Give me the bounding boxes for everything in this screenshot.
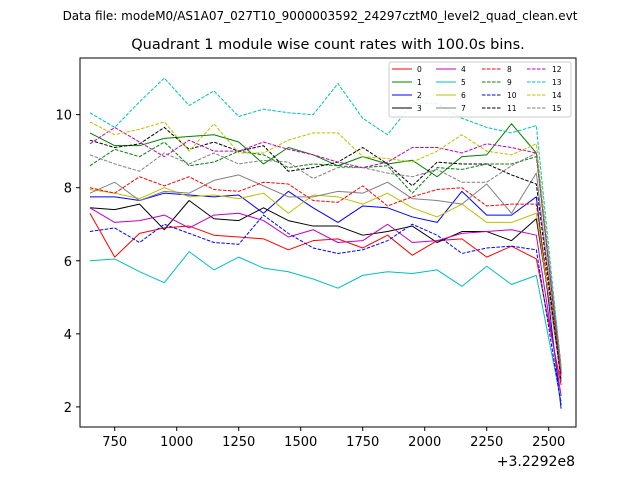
- y-axis: 2 4 6 8 10: [55, 109, 80, 416]
- legend-label: 5: [461, 78, 466, 87]
- series-line-13: [89, 77, 562, 369]
- series-line-2: [89, 190, 562, 409]
- y-tick-label: 8: [64, 182, 72, 197]
- legend-label: 10: [507, 91, 517, 100]
- y-tick-label: 6: [64, 255, 72, 270]
- x-tick-label: 1000: [160, 435, 193, 450]
- y-tick-label: 4: [64, 328, 72, 343]
- legend-label: 11: [507, 104, 517, 113]
- y-tick-label: 10: [55, 109, 72, 124]
- x-axis: 750 1000 1250 1500 1750 2000 2250 2500: [102, 427, 565, 450]
- x-tick-label: 1500: [284, 435, 317, 450]
- plot-area: [79, 57, 577, 428]
- legend-label: 0: [417, 65, 422, 74]
- axes-frame: [80, 58, 576, 427]
- legend-label: 6: [461, 91, 466, 100]
- legend-label: 9: [507, 78, 512, 87]
- chart-title: Quadrant 1 module wise count rates with …: [131, 37, 525, 53]
- axes-border: [79, 57, 577, 428]
- legend-label: 12: [552, 65, 562, 74]
- x-tick-label: 2250: [470, 435, 503, 450]
- x-tick-label: 2000: [408, 435, 441, 450]
- legend-label: 2: [417, 91, 422, 100]
- series-line-9: [89, 141, 562, 371]
- series-line-7: [89, 172, 562, 382]
- x-tick-label: 1250: [222, 435, 255, 450]
- legend-label: 8: [507, 65, 512, 74]
- series-line-14: [89, 121, 562, 367]
- series-line-11: [89, 126, 562, 382]
- y-tick-label: 2: [64, 401, 72, 416]
- x-tick-label: 750: [102, 435, 127, 450]
- series-line-1: [89, 123, 562, 375]
- legend-label: 7: [461, 104, 466, 113]
- legend-label: 4: [461, 65, 466, 74]
- x-tick-label: 1750: [346, 435, 379, 450]
- series-line-8: [89, 176, 562, 375]
- series-line-4: [89, 207, 562, 397]
- legend-label: 15: [552, 104, 562, 113]
- legend-label: 13: [552, 78, 562, 87]
- series-layer: [89, 77, 562, 409]
- series-line-12: [89, 126, 562, 378]
- figure-suptitle: Data file: modeM0/AS1A07_027T10_90000035…: [63, 9, 578, 23]
- legend-frame: [388, 61, 572, 118]
- legend-label: 14: [552, 91, 562, 100]
- legend-label: 3: [417, 104, 422, 113]
- series-line-6: [89, 187, 562, 378]
- x-offset-label: +3.2292e8: [497, 454, 575, 470]
- legend-label: 1: [417, 78, 422, 87]
- series-line-0: [89, 213, 562, 386]
- series-line-15: [89, 152, 562, 365]
- series-line-5: [89, 251, 562, 402]
- x-tick-label: 2500: [532, 435, 565, 450]
- series-line-10: [89, 214, 562, 406]
